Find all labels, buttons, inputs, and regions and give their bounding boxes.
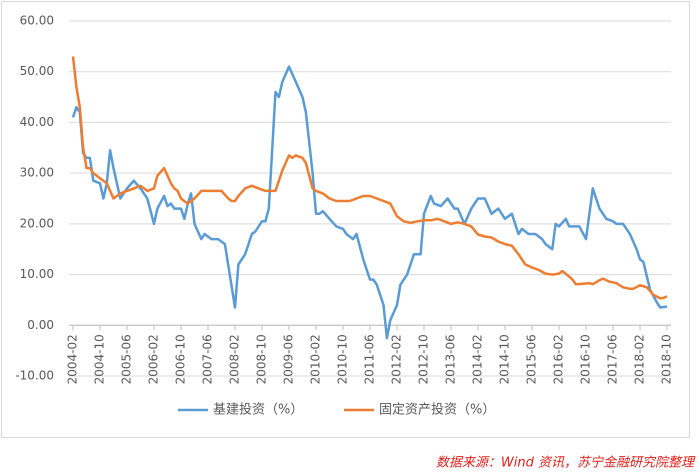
x-tick-label: 2007-06 [201, 334, 215, 384]
x-tick-label: 2008-10 [255, 334, 269, 384]
x-tick-label: 2017-06 [606, 334, 620, 384]
source-note: 数据来源：Wind 资讯，苏宁金融研究院整理 [436, 455, 696, 471]
x-tick-label: 2015-06 [525, 334, 539, 384]
legend-label: 基建投资（%） [213, 402, 303, 418]
x-tick-label: 2016-10 [579, 334, 593, 384]
x-tick-label: 2010-10 [336, 334, 350, 384]
x-tick-label: 2018-10 [660, 334, 674, 384]
legend-label: 固定资产投资（%） [379, 402, 495, 418]
x-tick-label: 2012-02 [390, 334, 404, 384]
y-tick-label: 10.00 [20, 267, 54, 281]
x-tick-label: 2006-10 [174, 334, 188, 384]
x-tick-label: 2005-06 [120, 334, 134, 384]
x-tick-label: 2014-10 [498, 334, 512, 384]
x-tick-label: 2013-06 [444, 334, 458, 384]
x-tick-label: 2008-02 [228, 334, 242, 384]
x-tick-label: 2011-06 [363, 334, 377, 384]
x-tick-label: 2010-02 [309, 334, 323, 384]
series-line [71, 65, 668, 340]
y-tick-label: 30.00 [20, 166, 54, 180]
x-tick-label: 2009-06 [282, 334, 296, 384]
y-tick-label: 60.00 [20, 14, 54, 28]
x-tick-label: 2004-10 [93, 334, 107, 384]
y-tick-label: 20.00 [20, 216, 54, 230]
x-tick-label: 2014-02 [471, 334, 485, 384]
series-line [71, 56, 668, 300]
x-tick-label: 2016-02 [552, 334, 566, 384]
x-tick-label: 2004-02 [66, 334, 80, 384]
y-tick-label: 0.00 [27, 318, 54, 332]
x-tick-label: 2006-02 [147, 334, 161, 384]
x-tick-label: 2018-02 [633, 334, 647, 384]
x-tick-label: 2012-10 [417, 334, 431, 384]
y-tick-label: 40.00 [20, 115, 54, 129]
y-tick-label: -10.00 [15, 369, 54, 383]
chart-frame [1, 1, 690, 438]
y-tick-label: 50.00 [20, 64, 54, 78]
